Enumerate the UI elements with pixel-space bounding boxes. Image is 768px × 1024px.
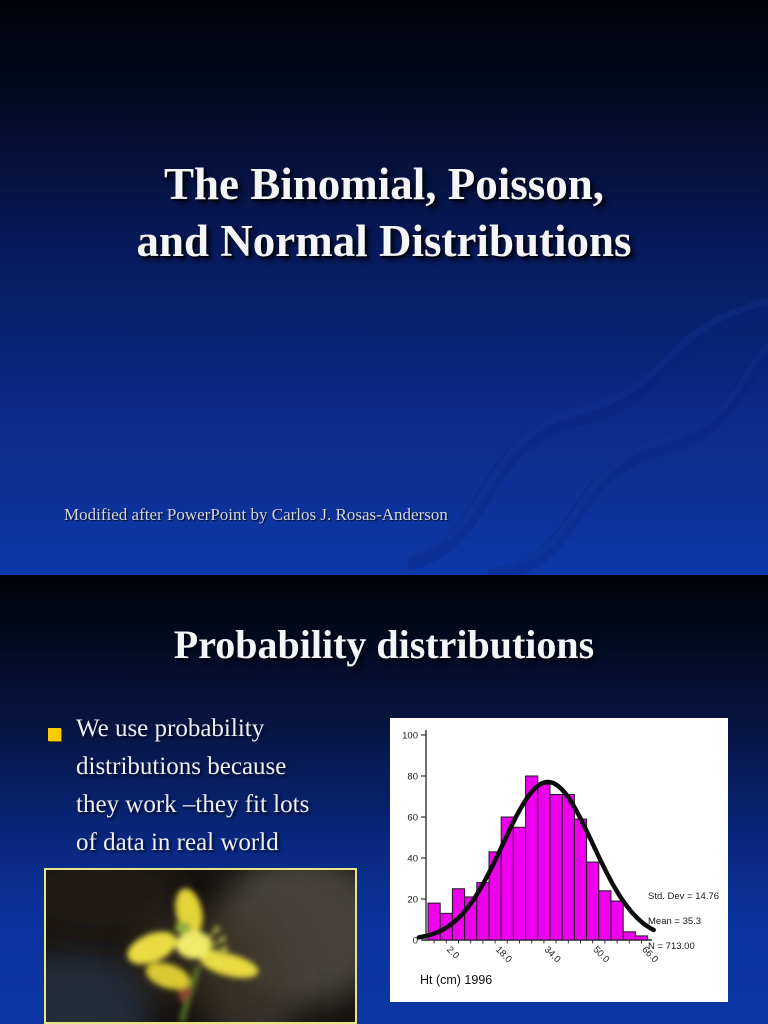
stat-n: N = 713.00 <box>648 941 695 952</box>
svg-text:34.0: 34.0 <box>542 944 563 965</box>
swoosh-decoration <box>408 297 768 575</box>
svg-text:20: 20 <box>407 895 418 906</box>
slide1-credit-text: Modified after PowerPoint by Carlos J. R… <box>64 505 448 524</box>
histogram-chart-panel: 0 20 40 60 80 100 2.0 18.0 34.0 50.0 66.0 Std. Dev… <box>390 718 728 1002</box>
svg-text:18.0: 18.0 <box>493 944 514 965</box>
bullet-text: We use probability distributions because… <box>76 715 310 856</box>
bullet-square-icon <box>48 728 61 741</box>
slide-2: Probability distributions We use probabi… <box>0 575 768 1024</box>
svg-text:100: 100 <box>402 731 418 742</box>
slide2-title: Probability distributions <box>173 622 595 667</box>
slide-1: The Binomial, Poisson, and Normal Distri… <box>0 0 768 575</box>
slide1-title-line1: The Binomial, Poisson, <box>163 159 605 209</box>
svg-text:60: 60 <box>407 813 418 824</box>
slide1-title-line2: and Normal Distributions <box>136 216 632 266</box>
svg-text:0: 0 <box>413 936 418 947</box>
svg-text:50.0: 50.0 <box>591 944 612 965</box>
bullet-item: We use probability distributions because… <box>48 710 378 862</box>
svg-text:40: 40 <box>407 854 418 865</box>
svg-text:80: 80 <box>407 772 418 783</box>
slide1-title: The Binomial, Poisson, and Normal Distri… <box>0 156 768 270</box>
stat-std-dev: Std. Dev = 14.76 <box>648 891 720 902</box>
stat-mean: Mean = 35.3 <box>648 916 702 927</box>
flower-photo <box>44 868 357 1024</box>
svg-text:2.0: 2.0 <box>444 944 461 961</box>
chart-x-axis-title: Ht (cm) 1996 <box>420 973 493 987</box>
